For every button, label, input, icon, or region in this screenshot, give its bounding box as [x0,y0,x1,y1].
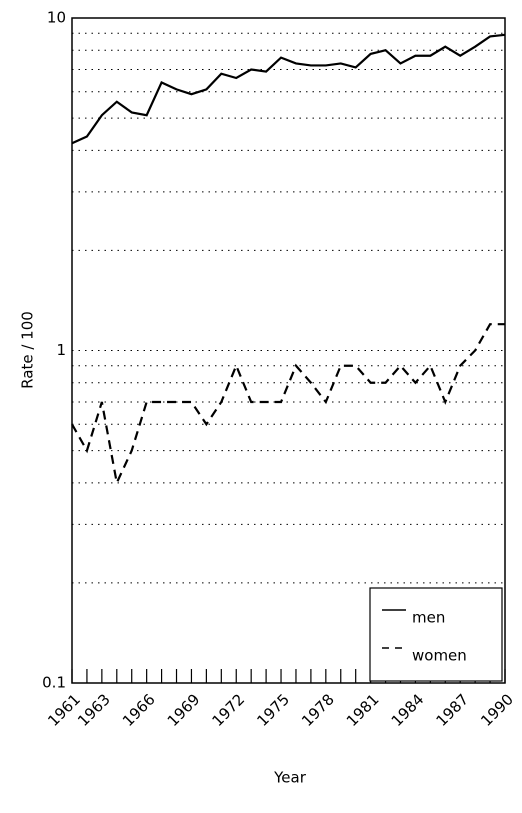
x-tick-label: 1975 [253,690,293,730]
x-tick-label: 1969 [164,690,204,730]
line-series [71,33,506,145]
x-axis-label: Year [273,769,307,787]
x-tick-label: 1987 [432,690,472,730]
plot-frame [71,17,506,684]
x-tick-label: 1981 [343,690,383,730]
x-tick-label: 1966 [119,690,159,730]
y-axis-label: Rate / 100 [19,311,37,389]
y-tick-label: 10 [47,9,66,27]
legend-box [369,587,503,682]
y-tick-label: 1 [56,341,66,359]
x-tick-label: 1990 [477,690,517,730]
y-tick-label: 0.1 [42,674,66,692]
x-tick-label: 1978 [298,690,338,730]
x-tick-label: 1963 [74,690,114,730]
legend-label: women [412,647,467,665]
legend-label: men [412,609,445,627]
legend: men women [369,587,503,682]
x-tick-label: 1961 [44,690,84,730]
x-tick-label: 1972 [209,690,249,730]
x-tick-label: 1984 [388,690,428,730]
line-series [71,323,505,487]
